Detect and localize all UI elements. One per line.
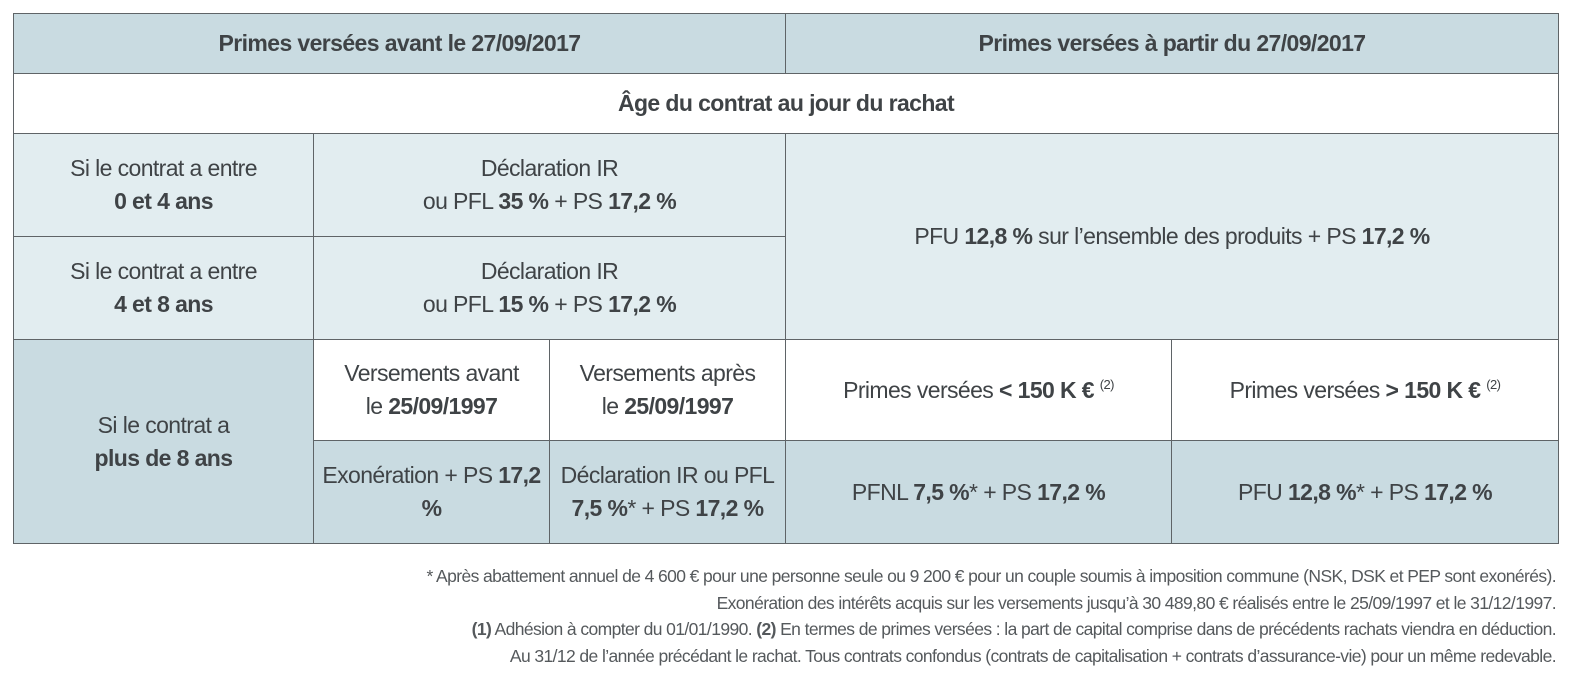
tax-table-container: Primes versées avant le 27/09/2017 Prime…	[13, 13, 1559, 544]
versements-apres-header: Versements après le 25/09/1997	[549, 339, 786, 441]
primes-over-150k-header: Primes versées > 150 K € (2)	[1171, 339, 1559, 441]
label-8-plus-years: Si le contrat a plus de 8 ans	[13, 339, 314, 544]
decl-0-4-years: Déclaration IR ou PFL 35 % + PS 17,2 %	[313, 133, 786, 237]
pfnl-cell: PFNL 7,5 %* + PS 17,2 %	[785, 440, 1172, 544]
subheader-row: Âge du contrat au jour du rachat	[13, 73, 1559, 134]
row-8-plus-headers: Si le contrat a plus de 8 ans Versements…	[13, 339, 1559, 544]
row-0-4-years: Si le contrat a entre 0 et 4 ans Déclara…	[13, 133, 1559, 340]
footnote-contrats: Au 31/12 de l’année précédant le rachat.…	[509, 645, 1557, 666]
subheader-contract-age: Âge du contrat au jour du rachat	[13, 73, 1559, 134]
footnote-abattement: * Après abattement annuel de 4 600 € pou…	[426, 566, 1557, 586]
footnote-exoneration: Exonération des intérêts acquis sur les …	[716, 592, 1557, 613]
header-row: Primes versées avant le 27/09/2017 Prime…	[13, 13, 1559, 74]
footnote-adhesion: (1) Adhésion à compter du 01/01/1990. (2…	[471, 619, 1557, 639]
header-before: Primes versées avant le 27/09/2017	[13, 13, 786, 74]
versements-avant-header: Versements avant le 25/09/1997	[313, 339, 550, 441]
row-8-plus-values: Exonération + PS 17,2 % Déclaration IR o…	[14, 440, 1559, 544]
decl-4-8-years: Déclaration IR ou PFL 15 % + PS 17,2 %	[313, 236, 786, 340]
pfu-all-products: PFU 12,8 % sur l’ensemble des produits +…	[785, 133, 1559, 340]
primes-under-150k-header: Primes versées < 150 K € (2)	[785, 339, 1172, 441]
footnotes: * Après abattement annuel de 4 600 € pou…	[356, 563, 1557, 669]
pfu-cell: PFU 12,8 %* + PS 17,2 %	[1171, 440, 1559, 544]
exoneration-cell: Exonération + PS 17,2 %	[313, 440, 550, 544]
label-0-4-years: Si le contrat a entre 0 et 4 ans	[13, 133, 314, 237]
tax-table: Primes versées avant le 27/09/2017 Prime…	[13, 13, 1559, 544]
row-4-8-years: Si le contrat a entre 4 et 8 ans Déclara…	[13, 236, 1559, 340]
header-after: Primes versées à partir du 27/09/2017	[785, 13, 1559, 74]
label-4-8-years: Si le contrat a entre 4 et 8 ans	[13, 236, 314, 340]
decl-8-plus-cell: Déclaration IR ou PFL 7,5 %* + PS 17,2 %	[549, 440, 786, 544]
